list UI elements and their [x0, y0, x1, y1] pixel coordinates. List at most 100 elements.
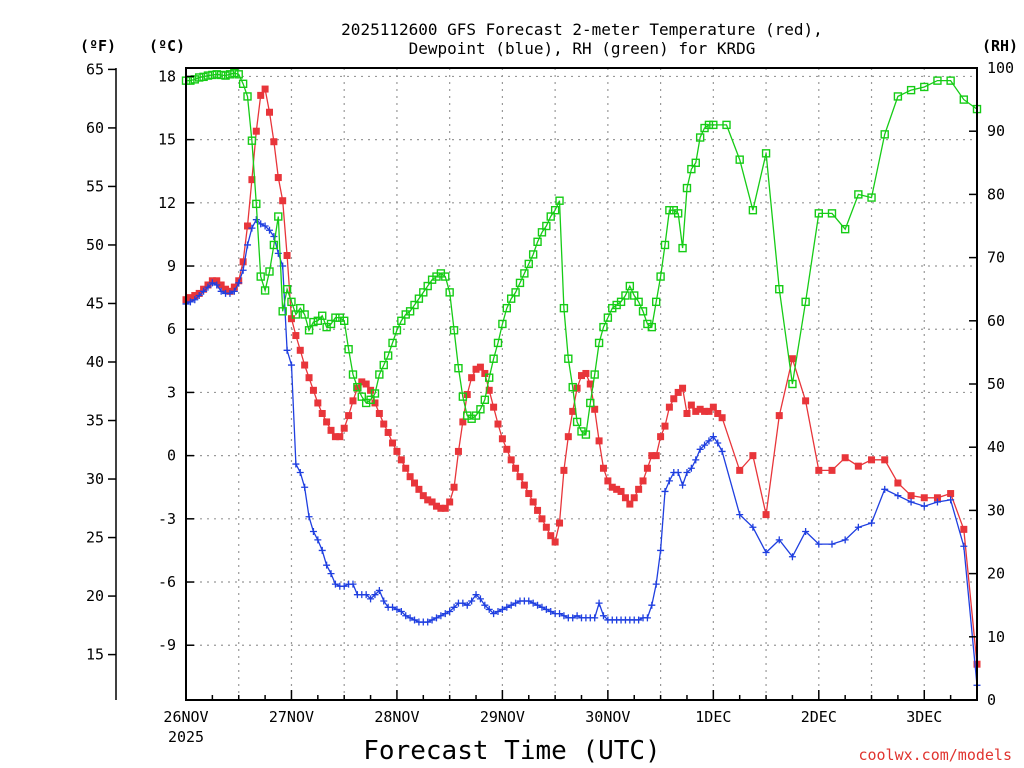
temperature-point [318, 409, 326, 417]
temperature-point [305, 374, 313, 382]
rh-point [230, 68, 239, 78]
time-tick-label: 28NOV [374, 708, 419, 726]
chart-title-line-1: 2025112600 GFS Forecast 2-meter Temperat… [341, 20, 823, 39]
dewpoint-point [714, 439, 722, 447]
temperature-point [222, 285, 230, 293]
fahrenheit-axis: 65 60 55 50 45 40 35 30 25 20 15 [86, 60, 116, 664]
temperature-point [485, 386, 493, 394]
temperature-point [516, 473, 524, 481]
rh-point [309, 317, 318, 327]
dewpoint-point [270, 233, 278, 241]
temperature-point [582, 369, 590, 377]
celsius-tick-label: -3 [158, 510, 176, 528]
rh-point [243, 92, 252, 101]
rh-point [366, 395, 375, 404]
temperature-point [476, 363, 484, 371]
rh-point [656, 272, 665, 281]
dewpoint-point [692, 456, 700, 464]
dewpoint-point [788, 553, 796, 561]
temperature-point [617, 487, 625, 495]
temperature-point [507, 456, 515, 464]
rh-point [489, 354, 498, 363]
rh-tick-label: 40 [987, 438, 1005, 456]
dewpoint-point [235, 279, 243, 287]
dewpoint-point [226, 289, 234, 297]
fahrenheit-tick-label: 25 [86, 529, 104, 547]
rh-point [735, 155, 744, 164]
rh-point [269, 240, 279, 250]
rh-point [524, 259, 533, 269]
rh-point [630, 291, 639, 300]
dewpoint-point [674, 468, 682, 476]
rh-point [709, 120, 718, 130]
temperature-point [815, 466, 823, 474]
dewpoint-point [705, 437, 713, 445]
temperature-point [265, 108, 273, 116]
dewpoint-point [239, 266, 247, 274]
temperature-point [419, 492, 427, 500]
dewpoint-point [512, 599, 520, 607]
temperature-point [503, 445, 511, 453]
temperature-series [182, 85, 981, 668]
dewpoint-point [411, 616, 419, 624]
dewpoint-point [657, 546, 665, 554]
rh-point [498, 319, 507, 329]
temperature-point [828, 466, 836, 474]
time-tick-label: 1DEC [695, 708, 731, 726]
rh-point [208, 70, 217, 80]
rh-point [225, 70, 235, 79]
temperature-point [679, 384, 687, 392]
dewpoint-point [538, 603, 546, 611]
rh-point [616, 297, 626, 307]
temperature-point [604, 477, 612, 485]
rh-point [801, 297, 810, 307]
temperature-point [279, 197, 287, 205]
rh-point [256, 272, 265, 281]
dewpoint-point [762, 549, 770, 557]
temperature-point [718, 414, 726, 422]
fahrenheit-tick-label: 55 [86, 177, 104, 195]
rh-point [247, 136, 257, 145]
rh-point [252, 199, 261, 209]
temperature-point [639, 477, 647, 485]
rh-point [673, 209, 683, 218]
dewpoint-point [261, 222, 269, 230]
dewpoint-point [287, 361, 295, 369]
rh-point [260, 286, 270, 295]
temperature-point [424, 496, 432, 504]
temperature-point [621, 494, 629, 502]
rh-point [946, 76, 955, 85]
rh-point [344, 345, 353, 354]
dewpoint-point [393, 605, 401, 613]
dewpoint-point [534, 601, 542, 609]
temperature-point [788, 355, 796, 363]
dewpoint-point [217, 287, 225, 295]
temperature-point [191, 292, 199, 300]
celsius-tick-label: 0 [167, 447, 176, 465]
rh-point [375, 370, 384, 379]
fahrenheit-tick-label: 60 [86, 119, 104, 137]
rh-point [454, 364, 463, 373]
temperature-point [696, 405, 704, 413]
time-tick-label: 29NOV [480, 708, 525, 726]
rh-point [590, 370, 599, 379]
dewpoint-point [331, 580, 339, 588]
rh-point [638, 307, 648, 316]
temperature-point [657, 433, 665, 441]
rh-tick-label: 50 [987, 375, 1005, 393]
rh-point [278, 307, 287, 316]
dewpoint-point [494, 608, 502, 616]
time-tick-label: 3DEC [906, 708, 942, 726]
dewpoint-point [481, 601, 489, 609]
temperature-point [542, 523, 550, 531]
temperature-point [292, 332, 300, 340]
temperature-point [296, 346, 304, 354]
rh-point [340, 316, 349, 325]
rh-point [854, 190, 863, 199]
dewpoint-point [679, 481, 687, 489]
rh-point [546, 212, 555, 221]
celsius-tick-label: 9 [167, 257, 176, 275]
rh-point [568, 382, 577, 392]
rh-point [542, 221, 551, 231]
